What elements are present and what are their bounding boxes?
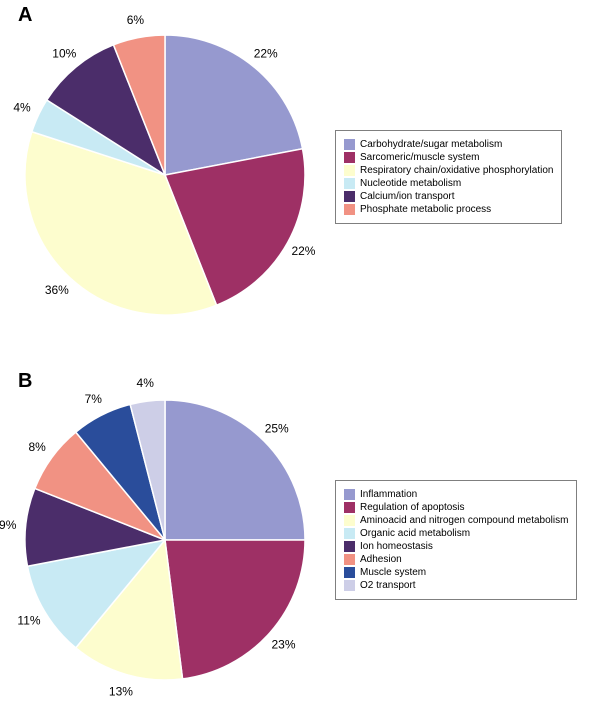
legend-b: Inflammation Regulation of apoptosis Amino… bbox=[335, 480, 577, 600]
slice-pct-label: 4% bbox=[137, 376, 155, 390]
legend-swatch bbox=[344, 204, 355, 215]
legend-swatch bbox=[344, 541, 355, 552]
legend-label: Phosphate metabolic process bbox=[360, 204, 491, 215]
legend-label: Respiratory chain/oxidative phosphorylat… bbox=[360, 165, 553, 176]
legend-swatch bbox=[344, 528, 355, 539]
legend-label: Regulation of apoptosis bbox=[360, 502, 465, 513]
legend-label: Nucleotide metabolism bbox=[360, 178, 461, 189]
legend-label: Inflammation bbox=[360, 489, 417, 500]
page: A 22%22%36%4%10%6% Carbohydrate/sugar me… bbox=[0, 0, 600, 703]
slice-pct-label: 22% bbox=[254, 46, 278, 60]
legend-swatch bbox=[344, 567, 355, 578]
legend-swatch bbox=[344, 152, 355, 163]
legend-label: Carbohydrate/sugar metabolism bbox=[360, 139, 502, 150]
pie-slice bbox=[165, 540, 305, 679]
legend-item: Regulation of apoptosis bbox=[344, 502, 568, 513]
legend-label: Ion homeostasis bbox=[360, 541, 433, 552]
legend-item: Nucleotide metabolism bbox=[344, 178, 553, 189]
legend-label: Sarcomeric/muscle system bbox=[360, 152, 479, 163]
slice-pct-label: 25% bbox=[265, 421, 289, 435]
legend-item: Inflammation bbox=[344, 489, 568, 500]
legend-item: Carbohydrate/sugar metabolism bbox=[344, 139, 553, 150]
legend-item: Sarcomeric/muscle system bbox=[344, 152, 553, 163]
legend-item: Phosphate metabolic process bbox=[344, 204, 553, 215]
slice-pct-label: 4% bbox=[13, 101, 31, 115]
slice-pct-label: 11% bbox=[17, 613, 40, 627]
legend-item: Calcium/ion transport bbox=[344, 191, 553, 202]
legend-swatch bbox=[344, 178, 355, 189]
slice-pct-label: 23% bbox=[272, 637, 296, 651]
legend-swatch bbox=[344, 191, 355, 202]
slice-pct-label: 13% bbox=[109, 685, 133, 699]
slice-pct-label: 9% bbox=[0, 518, 17, 532]
legend-swatch bbox=[344, 139, 355, 150]
legend-label: Calcium/ion transport bbox=[360, 191, 454, 202]
slice-pct-label: 6% bbox=[127, 13, 145, 27]
legend-swatch bbox=[344, 502, 355, 513]
legend-item: Respiratory chain/oxidative phosphorylat… bbox=[344, 165, 553, 176]
legend-swatch bbox=[344, 554, 355, 565]
legend-item: Adhesion bbox=[344, 554, 568, 565]
legend-item: Ion homeostasis bbox=[344, 541, 568, 552]
slice-pct-label: 8% bbox=[29, 440, 47, 454]
legend-swatch bbox=[344, 489, 355, 500]
legend-item: O2 transport bbox=[344, 580, 568, 591]
slice-pct-label: 36% bbox=[45, 283, 69, 297]
legend-item: Muscle system bbox=[344, 567, 568, 578]
legend-label: Muscle system bbox=[360, 567, 426, 578]
slice-pct-label: 22% bbox=[291, 244, 315, 258]
legend-item: Organic acid metabolism bbox=[344, 528, 568, 539]
slice-pct-label: 10% bbox=[52, 46, 76, 60]
legend-label: Aminoacid and nitrogen compound metaboli… bbox=[360, 515, 568, 526]
legend-label: O2 transport bbox=[360, 580, 416, 591]
legend-label: Organic acid metabolism bbox=[360, 528, 470, 539]
legend-swatch bbox=[344, 165, 355, 176]
legend-swatch bbox=[344, 515, 355, 526]
legend-label: Adhesion bbox=[360, 554, 402, 565]
legend-a: Carbohydrate/sugar metabolism Sarcomeric/… bbox=[335, 130, 562, 224]
legend-item: Aminoacid and nitrogen compound metaboli… bbox=[344, 515, 568, 526]
slice-pct-label: 7% bbox=[85, 392, 103, 406]
legend-swatch bbox=[344, 580, 355, 591]
